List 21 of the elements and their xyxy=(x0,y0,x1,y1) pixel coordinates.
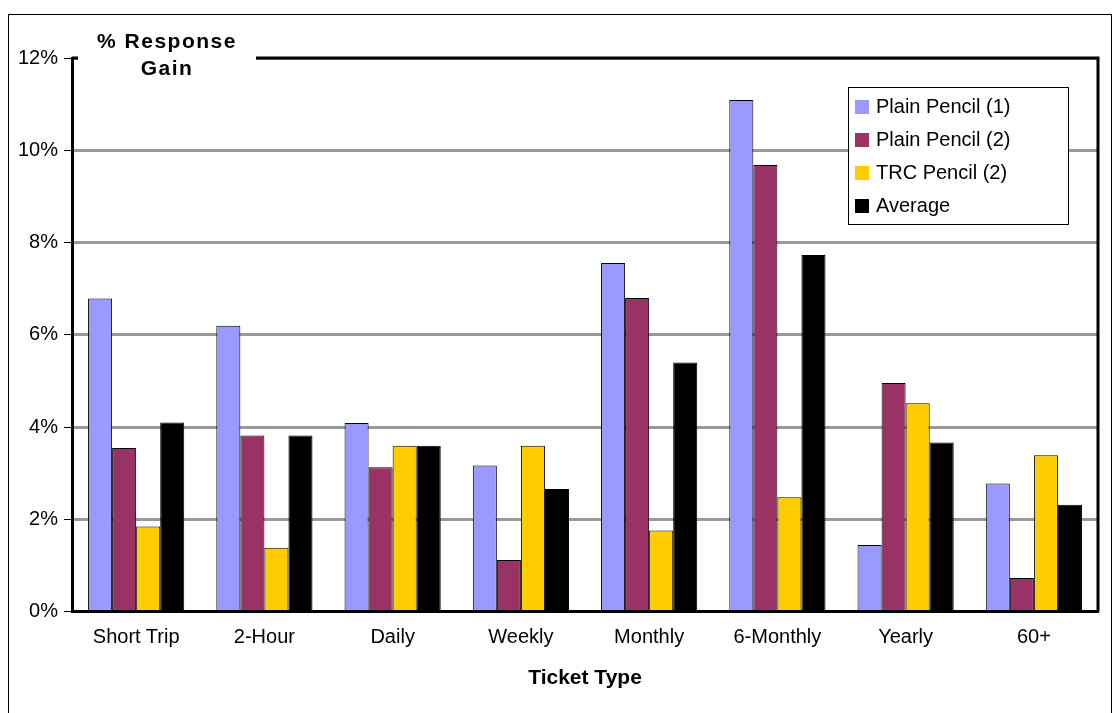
x-tick-label: Weekly xyxy=(488,625,554,648)
y-tick-label: 12% xyxy=(18,45,59,68)
x-tick-label: Monthly xyxy=(614,625,685,648)
legend-label: Plain Pencil (1) xyxy=(876,94,1011,119)
y-tick-label: 10% xyxy=(18,137,59,160)
x-tick-label: 6-Monthly xyxy=(733,625,822,648)
x-tick-label: Daily xyxy=(370,625,415,648)
legend-label: TRC Pencil (2) xyxy=(876,160,1008,185)
legend-label: Average xyxy=(876,193,951,218)
y-tick-label: 0% xyxy=(29,599,59,622)
x-tick-label: 2-Hour xyxy=(233,625,296,648)
y-tick-label: 2% xyxy=(29,507,59,530)
x-tick-label: Yearly xyxy=(878,625,934,648)
legend-label: Plain Pencil (2) xyxy=(876,127,1011,152)
y-axis-title: % Response Gain xyxy=(78,27,257,81)
y-tick-label: 4% xyxy=(29,414,59,437)
x-tick-label: Short Trip xyxy=(92,625,180,648)
x-tick-label: 60+ xyxy=(1016,625,1051,648)
y-tick-label: 6% xyxy=(29,322,59,345)
y-tick-label: 8% xyxy=(29,230,59,253)
x-axis-title: Ticket Type xyxy=(528,665,642,689)
